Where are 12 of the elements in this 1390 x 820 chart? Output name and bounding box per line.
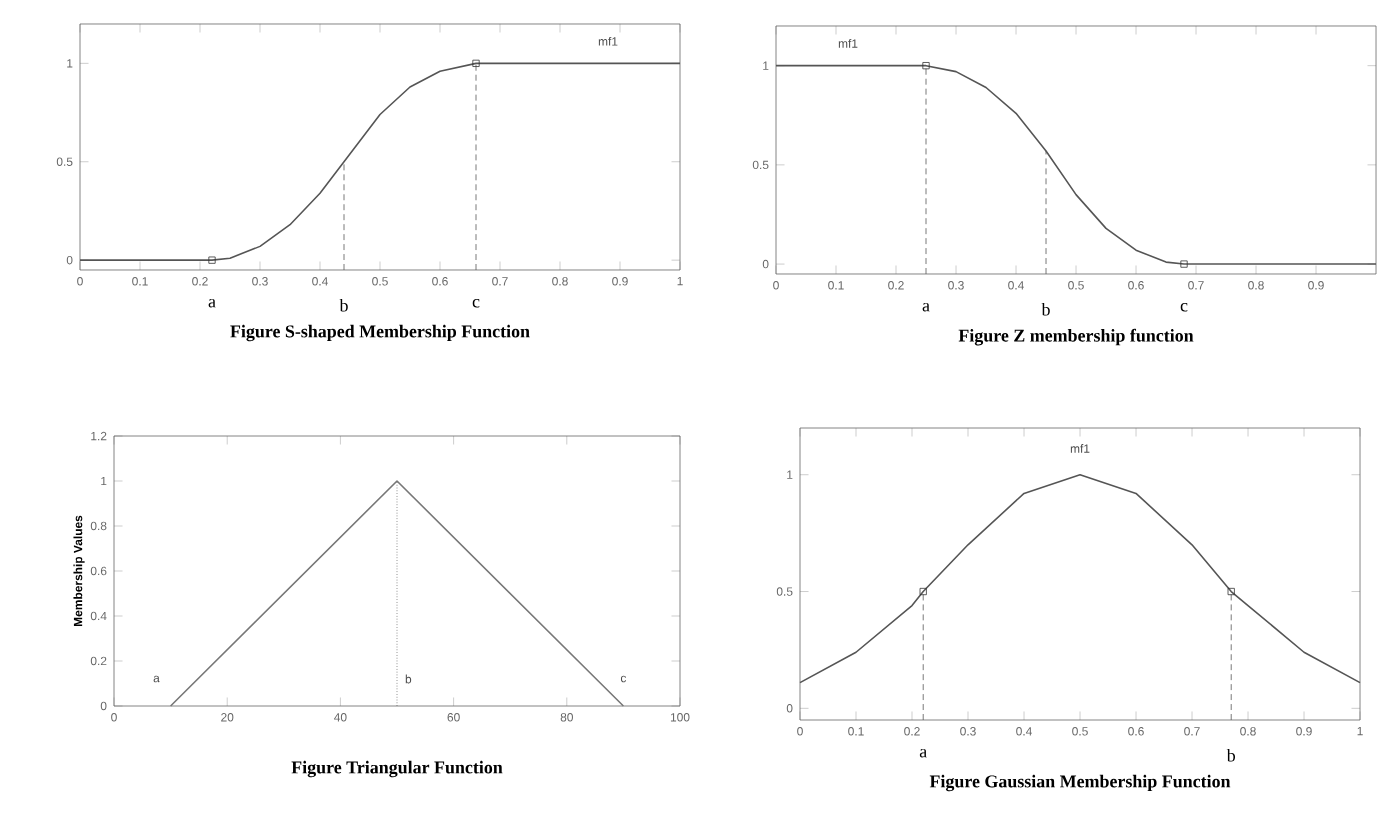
- text: a: [922, 302, 930, 312]
- text: a: [208, 298, 216, 308]
- text: b: [1226, 748, 1236, 762]
- text: Figure Triangular Function: [291, 760, 503, 778]
- text: Figure Z membership function: [958, 328, 1194, 346]
- text: a: [919, 748, 927, 758]
- text: b: [1041, 302, 1050, 316]
- text: Figure S-shaped Membership Function: [230, 324, 530, 342]
- text: Figure Gaussian Membership Function: [929, 774, 1231, 792]
- text: c: [472, 298, 480, 308]
- text: c: [1180, 302, 1188, 312]
- text: b: [339, 298, 348, 312]
